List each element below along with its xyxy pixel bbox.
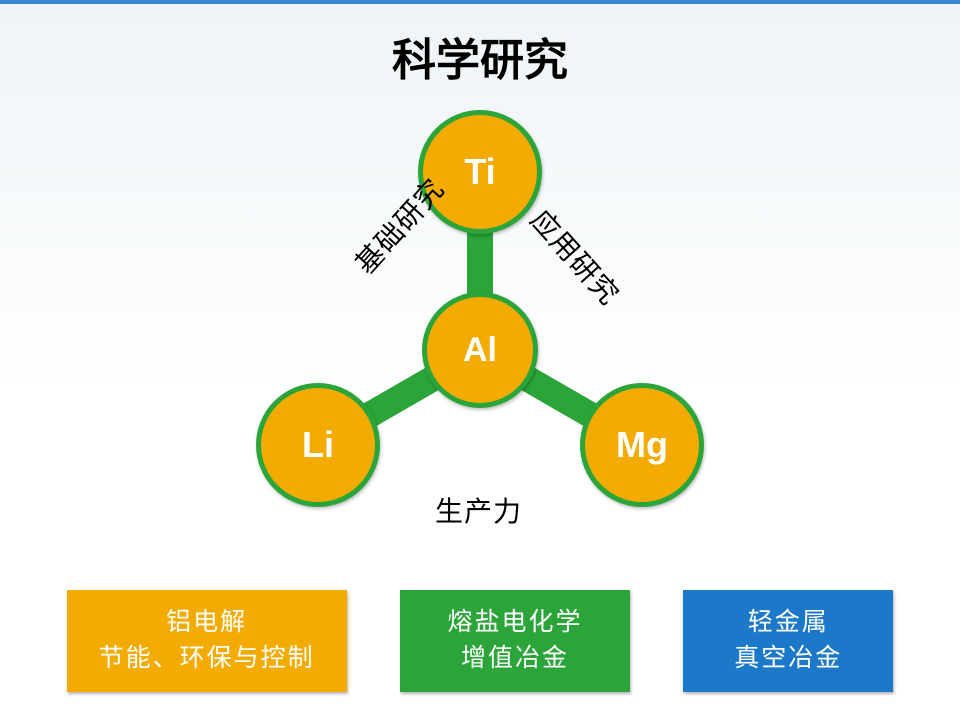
edge-label-2: 生产力 [435,490,522,530]
category-box-1: 熔盐电化学增值冶金 [400,590,630,693]
category-line1: 熔盐电化学 [424,604,606,640]
page-title: 科学研究 [0,24,960,88]
edge-label-0: 基础研究 [345,169,452,282]
category-line2: 真空冶金 [707,640,869,676]
top-border [0,0,960,4]
molecule-diagram: Al Ti Li Mg 基础研究应用研究生产力 [0,100,960,560]
node-Al: Al [422,292,538,408]
node-Li: Li [256,383,380,507]
category-line1: 轻金属 [707,604,869,640]
category-box-0: 铝电解节能、环保与控制 [67,590,347,693]
category-box-2: 轻金属真空冶金 [683,590,893,693]
category-line2: 节能、环保与控制 [91,640,323,676]
category-row: 铝电解节能、环保与控制熔盐电化学增值冶金轻金属真空冶金 [0,590,960,693]
category-line2: 增值冶金 [424,640,606,676]
edge-label-1: 应用研究 [522,200,629,313]
category-line1: 铝电解 [91,604,323,640]
node-Mg: Mg [580,383,704,507]
node-Ti: Ti [418,110,542,234]
